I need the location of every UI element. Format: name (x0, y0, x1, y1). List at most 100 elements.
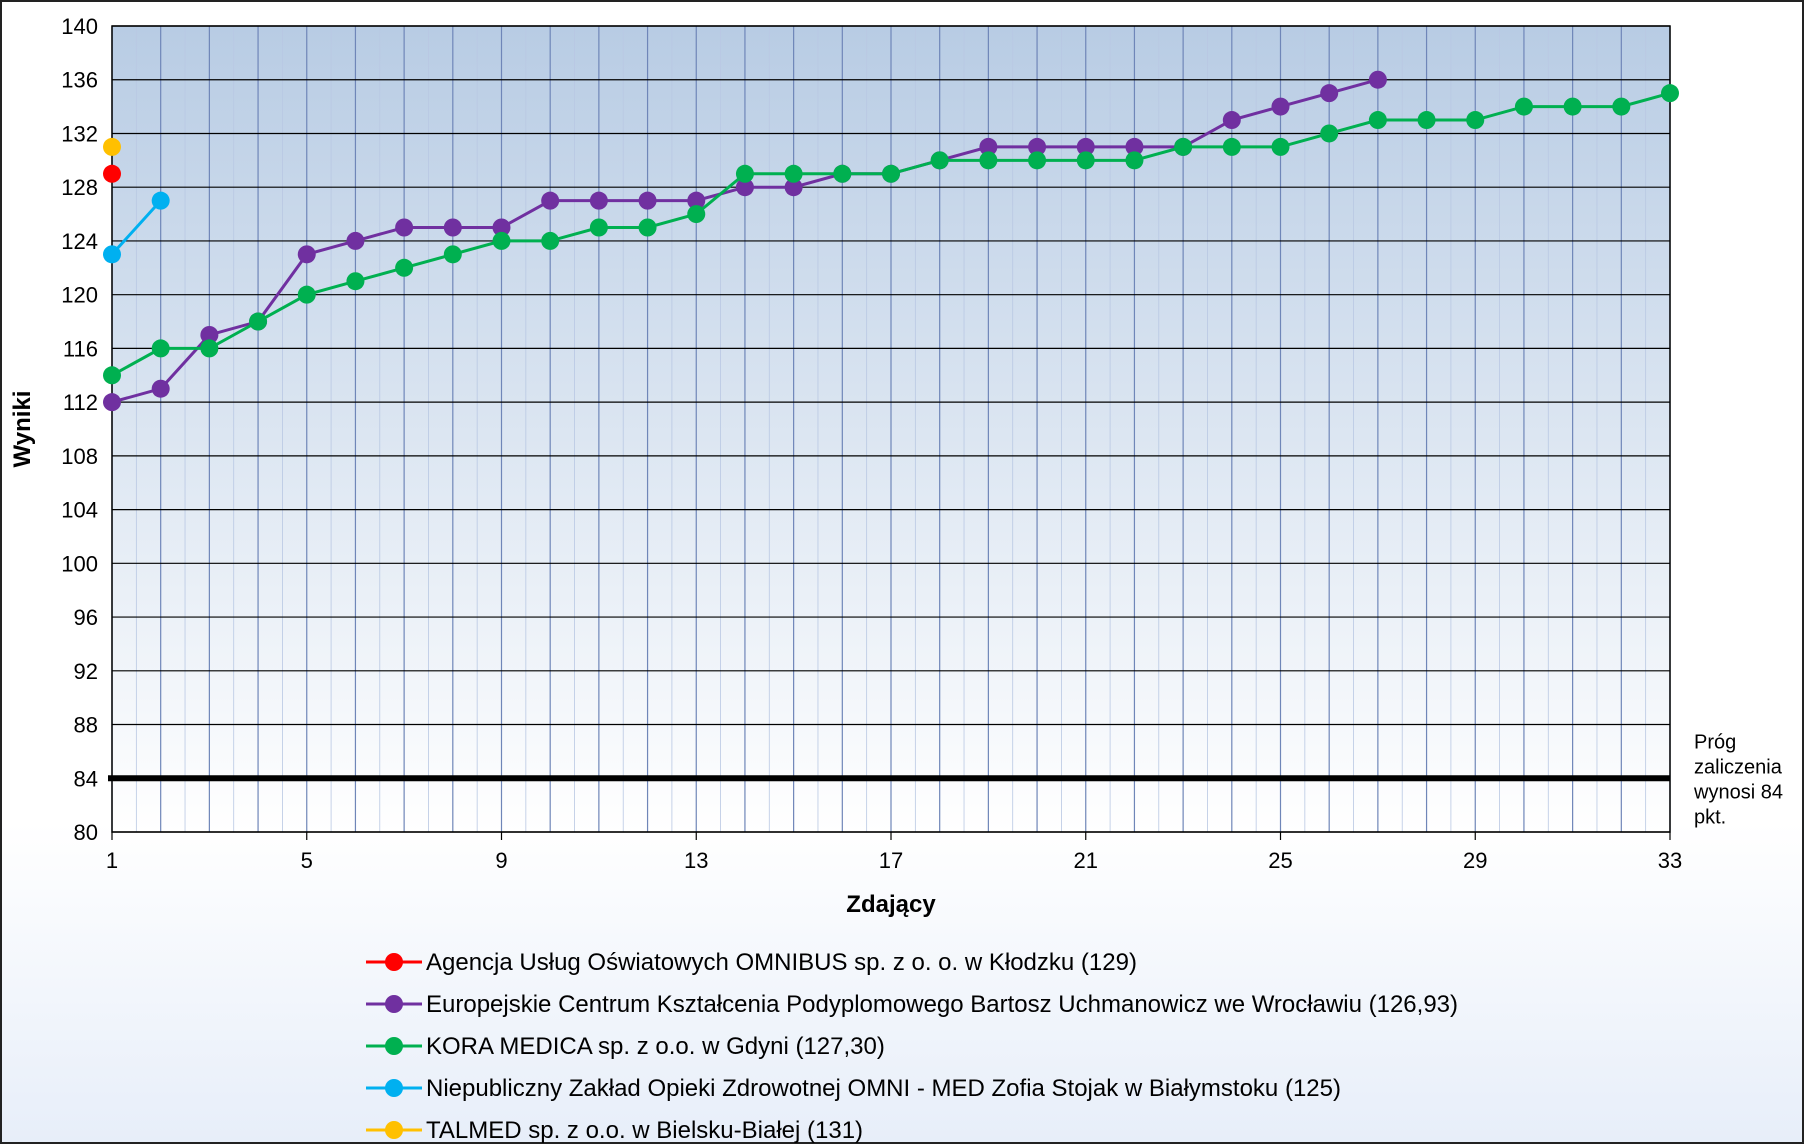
data-point (687, 205, 706, 224)
data-point (103, 245, 121, 264)
grid (111, 25, 1671, 840)
data-point (443, 218, 462, 237)
data-point (784, 164, 803, 183)
threshold-label-line: wynosi 84 (1693, 781, 1783, 803)
data-point (589, 191, 608, 210)
series-group (103, 70, 1679, 412)
y-tick-label: 100 (61, 551, 98, 576)
y-tick-label: 104 (61, 498, 98, 523)
data-point (1514, 97, 1533, 116)
data-point (395, 258, 414, 277)
data-point (784, 178, 803, 197)
data-point (638, 191, 657, 210)
data-point (297, 245, 316, 264)
data-point (1271, 97, 1290, 116)
axis-titles: Zdający Wyniki (9, 391, 936, 918)
y-axis-title: Wyniki (9, 391, 36, 468)
series-4 (103, 191, 170, 264)
legend-label: TALMED sp. z o.o. w Bielsku-Białej (131) (426, 1117, 863, 1144)
data-point (1417, 111, 1436, 130)
data-point (979, 137, 998, 156)
data-point (882, 164, 900, 183)
x-tick-label: 21 (1074, 848, 1098, 873)
data-point (249, 312, 268, 331)
legend-marker (385, 1121, 403, 1139)
data-point (979, 151, 998, 170)
data-point (103, 164, 121, 183)
legend-entry: Agencja Usług Oświatowych OMNIBUS sp. z … (366, 949, 1137, 976)
legend-entry: KORA MEDICA sp. z o.o. w Gdyni (127,30) (366, 1033, 885, 1060)
x-tick-label: 29 (1463, 848, 1487, 873)
data-point (1076, 151, 1095, 170)
data-point (151, 339, 170, 358)
legend-entry: Europejskie Centrum Kształcenia Podyplom… (366, 991, 1458, 1018)
data-point (1320, 84, 1339, 103)
data-point (1028, 137, 1047, 156)
data-point (1028, 151, 1047, 170)
data-point (687, 191, 706, 210)
y-tick-label: 92 (74, 659, 98, 684)
data-point (1125, 137, 1144, 156)
data-point (1368, 70, 1387, 89)
data-point (103, 366, 121, 385)
legend-marker (385, 995, 403, 1013)
data-point (200, 325, 219, 344)
x-tick-label: 17 (879, 848, 903, 873)
data-point (1125, 151, 1144, 170)
data-point (346, 231, 365, 250)
legend-label: Agencja Usług Oświatowych OMNIBUS sp. z … (426, 949, 1137, 976)
y-tick-label: 84 (74, 766, 98, 791)
legend-marker (385, 1079, 403, 1097)
y-tick-label: 136 (61, 68, 98, 93)
y-tick-label: 80 (74, 820, 98, 845)
data-point (541, 191, 560, 210)
data-point (1076, 137, 1095, 156)
series-1 (103, 164, 121, 183)
x-axis-title: Zdający (846, 891, 936, 918)
x-tick-label: 25 (1268, 848, 1292, 873)
legend-entry: Niepubliczny Zakład Opieki Zdrowotnej OM… (366, 1075, 1341, 1102)
data-point (1612, 97, 1631, 116)
legend-label: KORA MEDICA sp. z o.o. w Gdyni (127,30) (426, 1033, 885, 1060)
legend-label: Europejskie Centrum Kształcenia Podyplom… (426, 991, 1458, 1018)
x-tick-label: 5 (301, 848, 313, 873)
data-point (930, 151, 949, 170)
data-point (1368, 111, 1387, 130)
legend-marker (385, 953, 403, 971)
data-point (1563, 97, 1582, 116)
data-point (1661, 84, 1679, 103)
data-point (1320, 124, 1339, 143)
x-tick-label: 33 (1658, 848, 1682, 873)
series-3 (103, 84, 1679, 385)
threshold-label-line: Próg (1694, 731, 1736, 753)
data-point (1466, 111, 1485, 130)
x-tick-label: 9 (495, 848, 507, 873)
data-point (346, 272, 365, 291)
threshold-label-line: pkt. (1694, 806, 1726, 828)
data-point (1222, 111, 1241, 130)
data-point (1271, 137, 1290, 156)
threshold-label-line: zaliczenia (1694, 756, 1783, 778)
y-tick-label: 124 (61, 229, 98, 254)
data-point (589, 218, 608, 237)
data-point (833, 164, 852, 183)
y-tick-label: 96 (74, 605, 98, 630)
data-point (151, 379, 170, 398)
legend: Agencja Usług Oświatowych OMNIBUS sp. z … (366, 949, 1458, 1144)
y-tick-label: 128 (61, 175, 98, 200)
y-tick-label: 116 (63, 336, 98, 361)
data-point (735, 164, 754, 183)
data-point (541, 231, 560, 250)
tick-labels: 80 84 88 92 96 100 104 108 112 116 120 124 128 132 136… (61, 14, 1682, 873)
data-point (103, 393, 121, 412)
legend-entry: TALMED sp. z o.o. w Bielsku-Białej (131) (366, 1117, 863, 1144)
legend-label: Niepubliczny Zakład Opieki Zdrowotnej OM… (426, 1075, 1341, 1102)
data-point (395, 218, 414, 237)
data-point (735, 178, 754, 197)
threshold-label: Próg zaliczenia wynosi 84 pkt. (1693, 731, 1783, 828)
data-point (1222, 137, 1241, 156)
data-point (492, 218, 511, 237)
data-point (638, 218, 657, 237)
